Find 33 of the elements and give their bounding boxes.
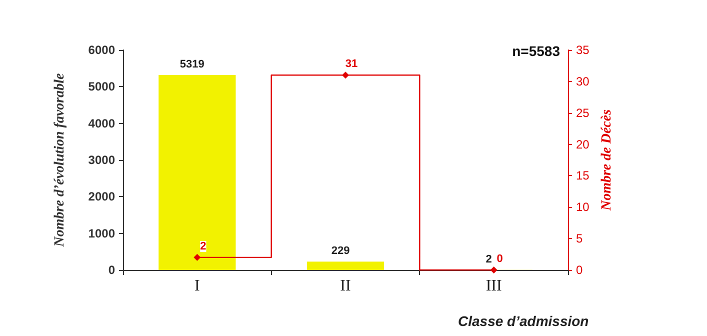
y-tick-label: 4000 — [88, 116, 116, 130]
y2-tick-label: 30 — [576, 74, 590, 88]
point — [342, 72, 349, 79]
y-tick-label: 2000 — [88, 190, 116, 204]
y2-tick-label: 20 — [576, 137, 590, 152]
y-tick-label: 1000 — [88, 226, 116, 240]
y2-tick-label: 25 — [576, 106, 590, 120]
y2-tick-label: 15 — [576, 168, 590, 183]
point — [490, 266, 498, 274]
y2-tick-label: 35 — [576, 43, 590, 57]
y-axis-title: Nombre d’évolution favorable — [52, 73, 68, 248]
y-tick-label: 6000 — [88, 43, 116, 57]
point — [194, 254, 201, 261]
y2-tick-label: 10 — [576, 200, 590, 214]
x-tick-label: I — [194, 278, 200, 294]
data-label: 0 — [496, 253, 503, 265]
bar — [158, 74, 236, 270]
data-label: 2 — [486, 253, 492, 266]
y2-tick-label: 5 — [576, 232, 583, 246]
y2-axis-title: Nombre de Décès — [600, 108, 615, 212]
x-tick-label: III — [486, 278, 502, 294]
y-tick-label: 5000 — [88, 80, 116, 94]
annotation: n=5583 — [512, 43, 560, 59]
data-label: 229 — [331, 245, 350, 258]
data-label: 31 — [345, 58, 358, 70]
data-label: 2 — [200, 240, 206, 252]
y-tick-label: 3000 — [88, 153, 116, 167]
y-tick-label: 0 — [108, 263, 116, 277]
bar — [306, 262, 384, 270]
y2-tick-label: 0 — [576, 263, 583, 277]
x-axis-title: Classe d’admission — [458, 313, 589, 329]
x-tick-label: II — [340, 278, 351, 294]
data-label: 5319 — [180, 58, 204, 70]
